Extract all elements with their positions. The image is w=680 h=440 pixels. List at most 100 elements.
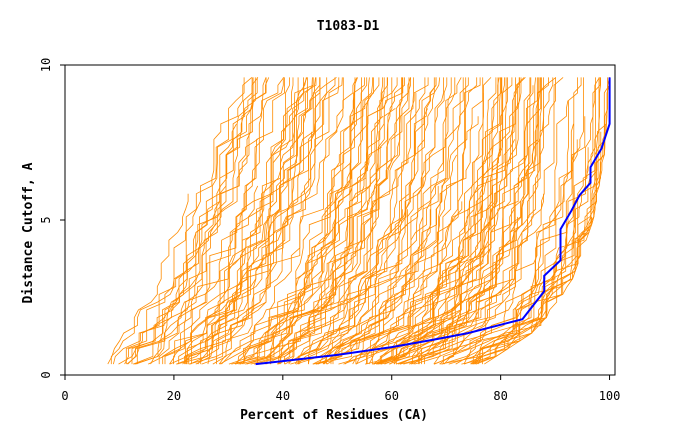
background-curve [148,77,286,365]
background-curve [365,77,502,365]
background-curve [176,131,313,365]
background-curve [380,77,509,365]
background-curve [433,77,582,365]
background-curve [125,77,253,365]
background-curve [110,193,189,365]
background-curve [266,77,389,365]
background-curve [397,77,542,365]
background-curve [393,77,522,365]
background-curve [169,77,290,365]
y-tick-label: 5 [39,216,53,223]
background-curve [317,77,469,365]
background-curve [481,216,595,365]
background-curve [284,77,415,365]
background-curve [135,77,267,365]
background-curve [265,77,406,365]
background-curve [132,77,270,365]
background-curve [418,77,541,365]
background-curve [377,77,507,365]
background-curve [408,201,521,365]
background-curve [380,77,532,365]
background-curve [355,92,484,365]
background-curve [290,77,429,365]
background-curve [280,77,404,365]
background-series-group [107,77,610,365]
background-curve [373,77,503,365]
background-curve [472,77,601,365]
background-curve [237,77,370,365]
background-curve [288,77,412,365]
background-curve [185,77,314,365]
background-curve [338,77,484,365]
background-curve [173,77,299,365]
background-curve [316,77,456,365]
background-curve [332,185,439,365]
background-curve [403,77,556,365]
background-curve [475,123,607,365]
background-curve [195,77,337,365]
background-curve [413,77,564,365]
background-curve [107,77,245,365]
background-curve [315,77,464,365]
background-curve [242,77,365,365]
x-axis-label: Percent of Residues (CA) [240,408,428,423]
x-tick-label: 80 [493,389,507,403]
background-curve [322,154,457,365]
x-tick-label: 100 [599,389,621,403]
background-curve [299,209,403,365]
background-curve [190,77,317,365]
background-curve [158,77,285,365]
background-curve [256,77,375,365]
background-curve [201,77,344,365]
background-curve [448,77,596,365]
x-tick-label: 0 [61,389,68,403]
background-curve [379,116,515,365]
background-curve [344,77,492,365]
background-curve [307,77,437,365]
background-curve [295,77,435,365]
background-curve [395,77,538,365]
background-curve [443,116,586,365]
background-curve [366,77,499,365]
background-curve [284,77,437,365]
background-curve [186,77,308,365]
background-curve [244,115,384,365]
background-curve [235,77,373,365]
background-curve [219,77,362,365]
background-curve [470,77,601,365]
highlight-series-group [255,77,611,366]
background-curve [189,77,328,365]
y-tick-label: 0 [39,371,53,378]
y-tick-label: 10 [39,58,53,72]
highlighted-curve [255,77,611,366]
background-curve [234,77,368,365]
background-curve [343,77,478,365]
background-curve [474,77,600,365]
background-curve [376,77,500,365]
background-curve [424,77,557,365]
background-curve [298,92,417,365]
background-curve [399,77,536,365]
background-curve [131,77,253,365]
background-curve [162,77,294,365]
background-curve [418,77,549,365]
background-curve [412,77,539,365]
background-curve [182,84,314,365]
background-curve [442,77,578,365]
background-curve [318,77,441,365]
x-tick-label: 60 [385,389,399,403]
background-curve [325,77,462,365]
background-curve [216,77,340,365]
background-curve [178,77,304,365]
x-axis: 0 20 40 60 80 100 [61,375,620,403]
background-curve [440,77,584,365]
background-curve [326,209,431,365]
background-curve [323,77,444,365]
background-curve [390,77,531,365]
chart-title: T1083-D1 [317,19,380,34]
background-curve [352,77,481,365]
background-curve [221,77,358,365]
background-curve [322,77,452,365]
background-curve [471,77,610,365]
